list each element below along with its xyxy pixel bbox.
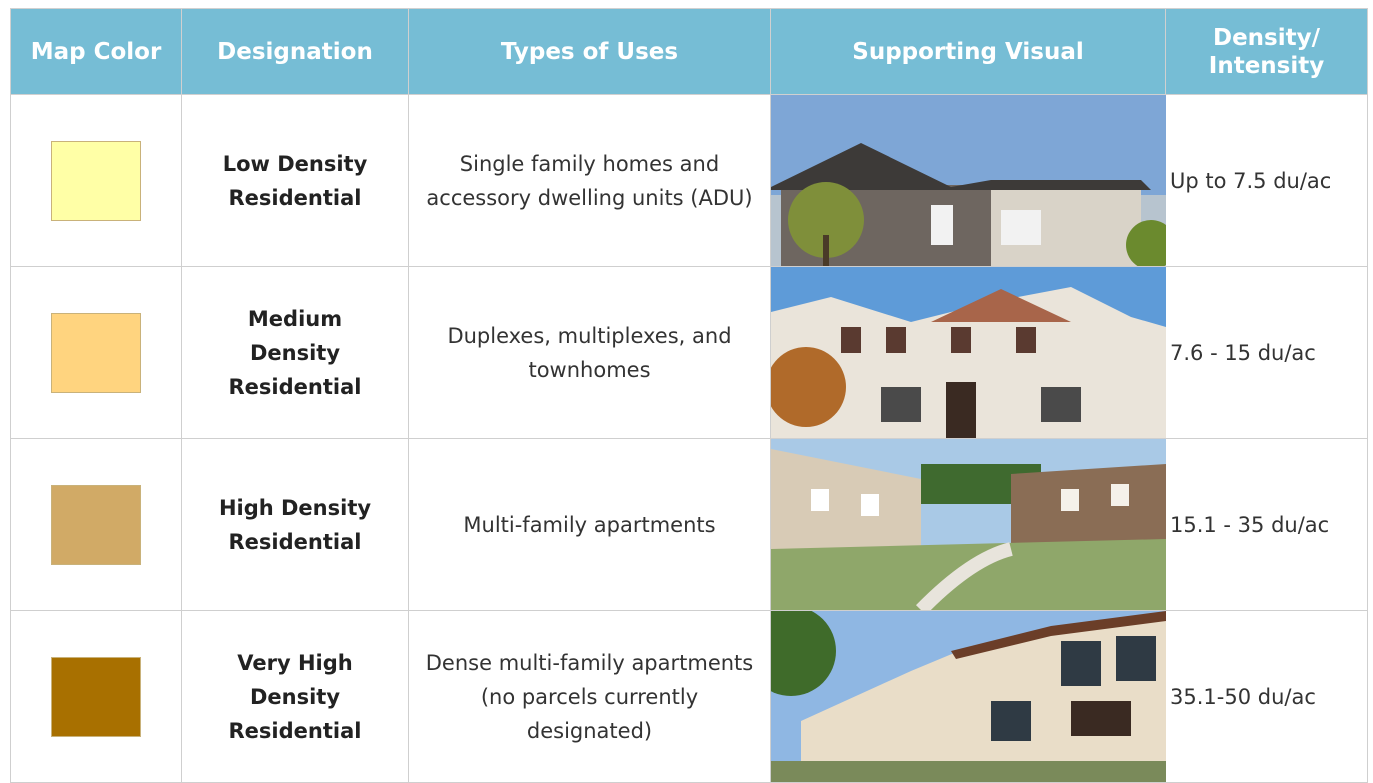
row: Low Density Residential Single family ho… [10, 94, 1368, 267]
color-swatch [51, 312, 141, 393]
row: Very High Density Residential Dense mult… [10, 610, 1368, 783]
uses: Single family homes and accessory dwelli… [408, 94, 771, 267]
header-cell: Supporting Visual [770, 8, 1166, 95]
color-cell [10, 438, 182, 611]
header-cell: Map Color [10, 8, 182, 95]
photo [771, 611, 1166, 782]
header-cell: Density/ Intensity [1165, 8, 1368, 95]
designation: Very High Density Residential [181, 610, 409, 783]
color-cell [10, 266, 182, 439]
color-cell [10, 610, 182, 783]
color-cell [10, 94, 182, 267]
density: 35.1-50 du/ac [1165, 610, 1368, 783]
designation: High Density Residential [181, 438, 409, 611]
density: 7.6 - 15 du/ac [1165, 266, 1368, 439]
photo [771, 95, 1166, 266]
header-cell: Types of Uses [408, 8, 771, 95]
visual [770, 266, 1166, 439]
density: Up to 7.5 du/ac [1165, 94, 1368, 267]
row: High Density Residential Multi-family ap… [10, 438, 1368, 611]
color-swatch [51, 140, 141, 221]
designation: Medium Density Residential [181, 266, 409, 439]
photo [771, 267, 1166, 438]
visual [770, 438, 1166, 611]
color-swatch [51, 484, 141, 565]
designation: Low Density Residential [181, 94, 409, 267]
color-swatch [51, 656, 141, 737]
uses: Multi-family apartments [408, 438, 771, 611]
photo [771, 439, 1166, 610]
header-cell: Designation [181, 8, 409, 95]
density: 15.1 - 35 du/ac [1165, 438, 1368, 611]
designation-table: Map Color Designation Types of Uses Supp… [10, 8, 1368, 783]
uses: Duplexes, multiplexes, and townhomes [408, 266, 771, 439]
uses: Dense multi-family apartments (no parcel… [408, 610, 771, 783]
row: Medium Density Residential Duplexes, mul… [10, 266, 1368, 439]
header-row: Map Color Designation Types of Uses Supp… [10, 8, 1368, 95]
visual [770, 94, 1166, 267]
visual [770, 610, 1166, 783]
